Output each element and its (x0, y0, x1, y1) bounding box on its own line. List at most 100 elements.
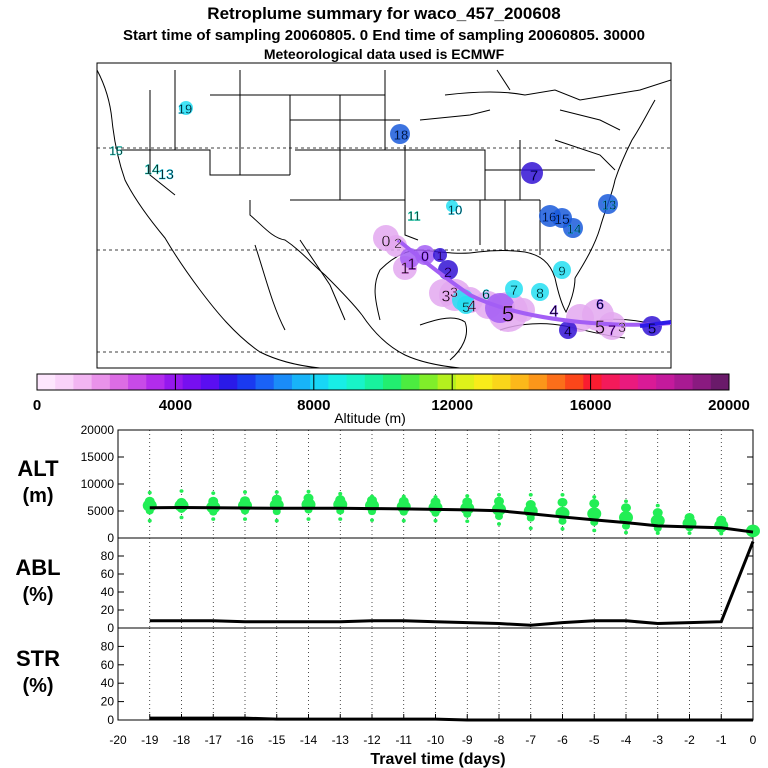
x-tick-label: -5 (589, 733, 600, 747)
altitude-point (370, 494, 374, 499)
x-tick-label: -1 (716, 733, 727, 747)
colorbar-cell (291, 374, 311, 390)
x-axis-label: Travel time (days) (370, 751, 505, 768)
map-marker-label: 4 (564, 323, 572, 339)
x-tick-label: -13 (332, 733, 350, 747)
colorbar-tick-label: 16000 (570, 397, 612, 414)
plume-circle (559, 321, 577, 339)
panel-ylabel: ALT (17, 456, 59, 481)
map-marker-label: 11 (407, 209, 421, 224)
altitude-point (719, 515, 724, 520)
altitude-point (687, 531, 692, 535)
map-marker-label: 15 (109, 144, 123, 158)
colorbar-cell (565, 374, 584, 390)
map-marker-label: 14 (567, 222, 581, 237)
colorbar-ticks: 0 4000 8000 12000 16000 20000 (33, 374, 750, 414)
colorbar-cell (273, 374, 293, 390)
map-marker-label: 5 (462, 299, 470, 315)
y-tick-label: 20 (101, 603, 115, 617)
map-marker-label: 3 (618, 319, 626, 335)
panel-frame (117, 627, 754, 721)
y-tick-label: 0 (107, 531, 114, 545)
altitude-point (306, 489, 311, 494)
map-marker-label: 10 (448, 203, 462, 218)
map-marker-label: 9 (558, 264, 565, 279)
plume-circle (521, 162, 543, 184)
plume-circle (563, 218, 583, 238)
map-marker-label: 5 (648, 320, 656, 337)
plume-circle (505, 280, 523, 298)
x-tick-label: -14 (300, 733, 318, 747)
altitude-point (650, 514, 665, 528)
altitude-point (370, 518, 374, 522)
altitude-point (687, 513, 692, 518)
altitude-point (338, 517, 343, 521)
colorbar-cell (383, 374, 402, 390)
altitude-point (398, 496, 409, 506)
y-tick-label: 0 (107, 713, 114, 727)
colorbar-cell (182, 374, 202, 390)
plume-circle (553, 261, 571, 279)
altitude-point (176, 497, 187, 507)
altitude-point (240, 496, 250, 506)
altitude-point (144, 496, 155, 506)
altitude-point (587, 507, 602, 520)
x-axis: -20 -19 -18 -17 -16 -15 -14 -13 -12 -11 -10 -9 -8 -7-… (109, 714, 757, 768)
abl-line (149, 541, 755, 627)
x-tick-label: -17 (205, 733, 223, 747)
colorbar-cell (492, 374, 511, 390)
map-marker-label: 6 (596, 296, 604, 312)
y-tick-label: 60 (101, 567, 115, 581)
colorbar-cell (219, 374, 238, 390)
track-end-segment (639, 320, 671, 328)
colorbar-cell (37, 374, 56, 390)
altitude-point (274, 518, 279, 523)
colorbar-tick-label: 12000 (431, 397, 473, 414)
plume-circle (179, 101, 193, 115)
altitude-point (497, 522, 501, 526)
altitude-point (528, 493, 533, 497)
altitude-point (243, 490, 247, 494)
time-series-panels: 0 5000 10000 15000 20000 ALT (m) 0 20 40 60 80 ABL (%… (15, 423, 760, 768)
x-tick-label: -6 (557, 733, 568, 747)
x-tick-label: -19 (141, 733, 159, 747)
altitude-point (338, 491, 343, 496)
colorbar-tick-label: 20000 (708, 397, 750, 414)
altitude-point (655, 503, 660, 508)
y-tick-label: 10000 (81, 477, 115, 491)
panel-abl: 0 20 40 60 80 ABL (%) (15, 537, 755, 635)
altitude-point (655, 531, 660, 535)
colorbar-cell (656, 374, 675, 390)
x-tick-label: -3 (652, 733, 663, 747)
plume-circle (446, 200, 458, 212)
sampling-times: Start time of sampling 20060805. 0 End t… (123, 27, 645, 44)
y-tick-label: 80 (101, 549, 115, 563)
altitude-point (557, 497, 568, 507)
colorbar-tick-label: 8000 (297, 397, 330, 414)
x-tick-label: -18 (173, 733, 191, 747)
altitude-point (751, 526, 755, 531)
x-tick-label: -9 (462, 733, 473, 747)
altitude-point (560, 527, 565, 531)
colorbar-cell (474, 374, 493, 390)
meteorological-data-note: Meteorological data used is ECMWF (263, 46, 505, 62)
map-marker-label: 3 (442, 289, 451, 306)
altitude-point (528, 526, 533, 531)
colorbar-cell (583, 374, 603, 390)
x-tick-label: -11 (396, 733, 413, 747)
y-tick-label: 5000 (87, 504, 114, 518)
map-marker-label: 1 (401, 261, 410, 278)
altitude-point (621, 503, 631, 513)
map-marker-label: 7 (530, 167, 538, 184)
colorbar-cell (437, 374, 457, 390)
colorbar-cell (364, 374, 384, 390)
altitude-point (335, 495, 346, 505)
map-marker-label: 6 (482, 286, 490, 302)
y-tick-label: 60 (101, 658, 115, 672)
colorbar-cell (674, 374, 694, 390)
altitude-point (619, 511, 633, 524)
altitude-point (367, 495, 377, 505)
panel-ylabel-unit: (%) (22, 675, 53, 697)
